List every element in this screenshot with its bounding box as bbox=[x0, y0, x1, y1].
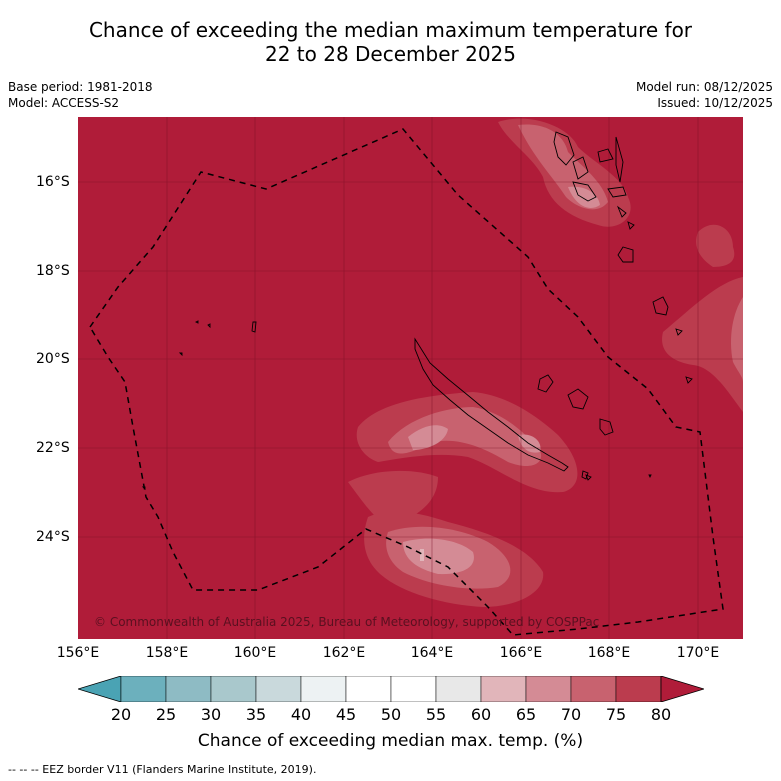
colorbar-bin-25-30 bbox=[165, 676, 212, 702]
meta-left: Base period: 1981-2018 Model: ACCESS-S2 bbox=[8, 79, 153, 111]
colorbar-bin-55-60 bbox=[435, 676, 482, 702]
colorbar-bin-60-65 bbox=[480, 676, 527, 702]
eez-border bbox=[89, 128, 724, 636]
colorbar-bin-65-70 bbox=[525, 676, 572, 702]
x-tick-158e: 158°E bbox=[145, 645, 189, 661]
colorbar-bin-75-80 bbox=[615, 676, 662, 702]
colorbar-bin-40-45 bbox=[300, 676, 347, 702]
cb-tick-20: 20 bbox=[110, 705, 132, 724]
anomaly-region-vanuatu bbox=[498, 118, 631, 227]
title-line-1: Chance of exceeding the median maximum t… bbox=[88, 18, 693, 42]
issued-date: Issued: 10/12/2025 bbox=[657, 96, 773, 110]
cb-tick-40: 40 bbox=[290, 705, 312, 724]
colorbar-bin-50-55 bbox=[390, 676, 437, 702]
colorbar-bin-30-35 bbox=[210, 676, 257, 702]
x-tick-162e: 162°E bbox=[322, 645, 366, 661]
colorbar-bin-45-50 bbox=[345, 676, 392, 702]
colorbar-bin-70-75 bbox=[570, 676, 617, 702]
colorbar bbox=[78, 676, 704, 702]
x-tick-156e: 156°E bbox=[56, 645, 100, 661]
y-tick-22s: 22°S bbox=[36, 440, 70, 456]
colorbar-low-arrow bbox=[78, 676, 122, 702]
title-line-2: 22 to 28 December 2025 bbox=[264, 42, 516, 66]
anomaly-region-new-caledonia bbox=[348, 392, 578, 527]
colorbar-bin-35-40 bbox=[255, 676, 302, 702]
model-run: Model run: 08/12/2025 bbox=[635, 80, 773, 94]
y-tick-16s: 16°S bbox=[36, 174, 70, 190]
anomaly-region-east bbox=[662, 224, 743, 412]
cb-tick-35: 35 bbox=[245, 705, 267, 724]
colorbar-label: Chance of exceeding median max. temp. (%… bbox=[197, 731, 584, 751]
x-tick-166e: 166°E bbox=[499, 645, 543, 661]
cb-tick-50: 50 bbox=[380, 705, 402, 724]
eez-legend-note: -- -- -- EEZ border V11 (Flanders Marine… bbox=[8, 763, 317, 776]
cb-tick-60: 60 bbox=[470, 705, 492, 724]
copyright-notice: © Commonwealth of Australia 2025, Bureau… bbox=[94, 615, 600, 629]
y-tick-18s: 18°S bbox=[36, 263, 70, 279]
cb-tick-65: 65 bbox=[515, 705, 537, 724]
colorbar-bin-20-25 bbox=[120, 676, 167, 702]
x-tick-160e: 160°E bbox=[233, 645, 277, 661]
x-tick-170e: 170°E bbox=[676, 645, 720, 661]
cb-tick-45: 45 bbox=[335, 705, 357, 724]
cb-tick-55: 55 bbox=[425, 705, 447, 724]
coastlines bbox=[141, 131, 693, 491]
y-tick-20s: 20°S bbox=[36, 351, 70, 367]
x-tick-168e: 168°E bbox=[587, 645, 631, 661]
cb-tick-25: 25 bbox=[155, 705, 177, 724]
map-panel: © Commonwealth of Australia 2025, Bureau… bbox=[78, 117, 743, 639]
x-tick-164e: 164°E bbox=[410, 645, 454, 661]
map-svg bbox=[78, 117, 743, 639]
meta-right: Model run: 08/12/2025 Issued: 10/12/2025 bbox=[636, 79, 773, 111]
model-name: Model: ACCESS-S2 bbox=[8, 96, 120, 110]
cb-tick-75: 75 bbox=[605, 705, 627, 724]
graticule bbox=[78, 117, 743, 639]
base-period: Base period: 1981-2018 bbox=[8, 80, 153, 94]
colorbar-high-arrow bbox=[660, 676, 704, 702]
cb-tick-80: 80 bbox=[650, 705, 672, 724]
y-tick-24s: 24°S bbox=[36, 529, 70, 545]
chart-title: Chance of exceeding the median maximum t… bbox=[0, 18, 781, 66]
anomaly-region-south bbox=[364, 511, 544, 607]
cb-tick-30: 30 bbox=[200, 705, 222, 724]
cb-tick-70: 70 bbox=[560, 705, 582, 724]
